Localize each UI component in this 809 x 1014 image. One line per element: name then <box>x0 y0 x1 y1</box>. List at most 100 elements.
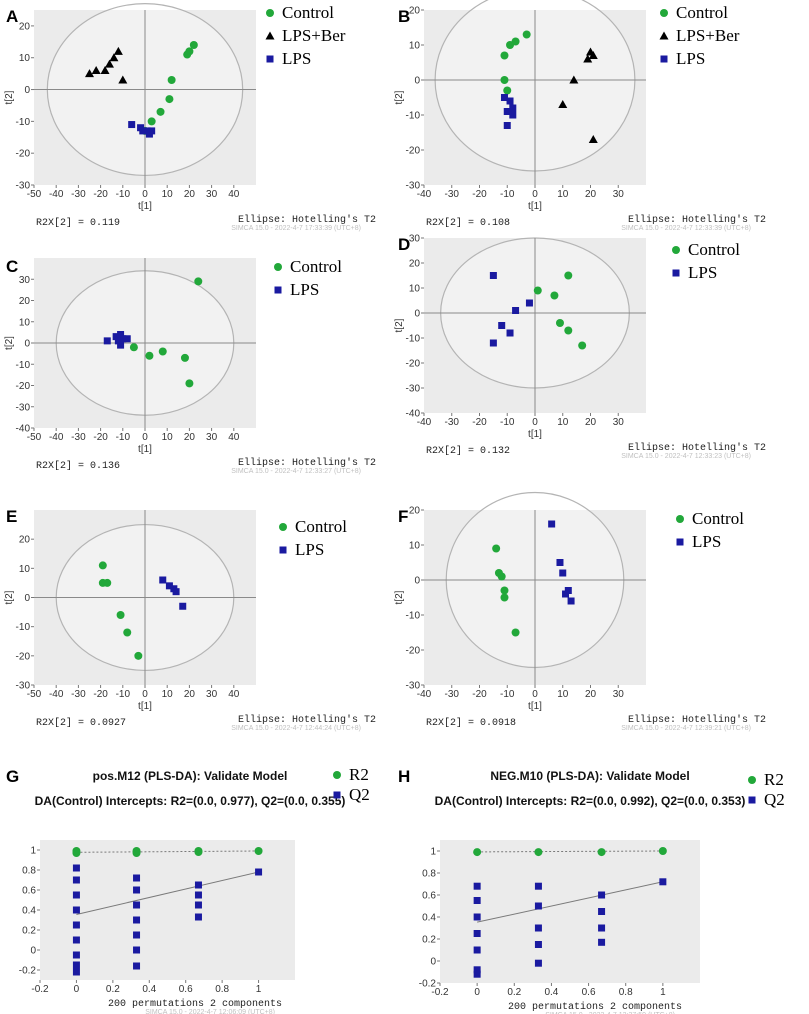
legend-label: LPS <box>676 49 705 68</box>
x-tick-label: -20 <box>93 432 108 443</box>
x-tick-label: 20 <box>184 689 196 700</box>
y-tick-label: 10 <box>19 564 31 575</box>
x-axis-label: t[1] <box>528 201 542 212</box>
x-tick-label: 0 <box>532 689 538 700</box>
chart-title: pos.M12 (PLS-DA): Validate Model <box>93 769 288 783</box>
data-point <box>473 897 481 904</box>
legend-marker <box>672 269 680 277</box>
series-r2 <box>72 847 263 857</box>
legend-marker <box>748 776 756 784</box>
watermark: SIMCA 15.0 - 2022-4-7 12:39:21 (UTC+8) <box>621 725 751 732</box>
legend-label: Q2 <box>764 790 785 809</box>
y-tick-label: -40 <box>16 424 31 435</box>
data-point <box>100 65 110 74</box>
ellipse-label: Ellipse: Hotelling's T2 <box>628 214 766 226</box>
panel-g: G -0.2 0 0.2 0.4 0.6 0.8 1 -0.2 0 0.2 0.4 0.6 0.8 1 pos… <box>6 765 370 1014</box>
legend: Control LPS <box>672 240 740 282</box>
data-point <box>473 930 481 937</box>
x-tick-label: -10 <box>116 689 131 700</box>
data-point <box>534 924 542 932</box>
x-tick-label: -0.2 <box>431 987 449 998</box>
data-point <box>534 848 543 857</box>
legend-marker <box>333 771 341 779</box>
x-axis-label: t[1] <box>138 701 152 712</box>
x-tick-label: -40 <box>417 189 432 200</box>
legend-marker <box>274 263 282 271</box>
data-point <box>165 582 173 590</box>
data-point <box>492 544 501 553</box>
data-point <box>158 347 167 356</box>
data-point <box>659 878 667 886</box>
legend-marker <box>333 791 341 799</box>
data-point <box>583 54 593 63</box>
x-tick-label: 40 <box>228 432 240 443</box>
data-point <box>128 121 136 129</box>
legend-marker <box>279 523 287 531</box>
ellipse-label: Ellipse: Hotelling's T2 <box>238 214 376 226</box>
y-tick-label: 0.4 <box>422 913 436 924</box>
data-point <box>133 901 141 909</box>
ellipse-label: Ellipse: Hotelling's T2 <box>238 457 376 469</box>
x-tick-label: -40 <box>49 189 64 200</box>
x-tick-label: 40 <box>228 189 240 200</box>
x-tick-label: 0.4 <box>544 987 558 998</box>
data-point <box>189 41 198 49</box>
data-point <box>72 891 80 899</box>
data-point <box>117 341 125 349</box>
x-tick-label: -20 <box>472 189 487 200</box>
y-tick-label: -20 <box>406 646 421 657</box>
legend-marker <box>265 31 275 40</box>
x-tick-label: -50 <box>27 689 42 700</box>
data-point <box>116 611 125 619</box>
x-tick-label: -50 <box>27 189 42 200</box>
x-tick-label: -30 <box>71 432 86 443</box>
data-point <box>114 337 122 345</box>
y-tick-label: 10 <box>19 53 31 64</box>
data-point <box>497 572 506 581</box>
x-tick-label: 20 <box>585 417 597 428</box>
panel-letter: D <box>398 235 410 254</box>
legend-marker <box>266 9 274 17</box>
legend: Control LPS <box>274 257 342 299</box>
panel-letter: C <box>6 257 18 276</box>
data-point <box>72 849 81 857</box>
x-tick-label: 0.2 <box>507 987 521 998</box>
series-control <box>129 277 203 388</box>
data-point <box>555 319 564 327</box>
x-tick-label: -10 <box>116 432 131 443</box>
legend-label: Control <box>688 240 740 259</box>
panel-letter: A <box>6 7 18 26</box>
data-point <box>72 951 80 959</box>
data-point <box>172 588 180 596</box>
y-tick-label: 0 <box>24 85 30 96</box>
x-tick-label: -40 <box>49 432 64 443</box>
x-axis-label: t[1] <box>528 429 542 440</box>
y-tick-label: 0 <box>414 76 420 87</box>
series-q2 <box>473 878 667 978</box>
data-point <box>473 970 481 978</box>
x-axis-label: t[1] <box>138 201 152 212</box>
data-point <box>194 901 202 909</box>
series-lps <box>128 121 156 138</box>
data-point <box>148 127 156 135</box>
data-point <box>194 891 202 899</box>
y-tick-label: 20 <box>409 6 421 17</box>
trend-line-r2 <box>477 850 663 853</box>
legend-marker <box>279 546 287 554</box>
y-tick-label: 20 <box>19 21 31 32</box>
data-point <box>133 886 141 894</box>
data-point <box>534 902 542 910</box>
y-tick-label: 20 <box>19 535 31 546</box>
data-point <box>147 117 156 126</box>
data-point <box>473 882 481 890</box>
y-tick-label: -10 <box>16 622 31 633</box>
data-point <box>72 961 80 969</box>
y-tick-label: -10 <box>406 111 421 122</box>
y-tick-label: -20 <box>16 651 31 662</box>
data-point <box>509 111 517 119</box>
data-point <box>159 576 167 584</box>
x-tick-label: 0.8 <box>619 987 633 998</box>
legend-label: R2 <box>764 770 784 789</box>
